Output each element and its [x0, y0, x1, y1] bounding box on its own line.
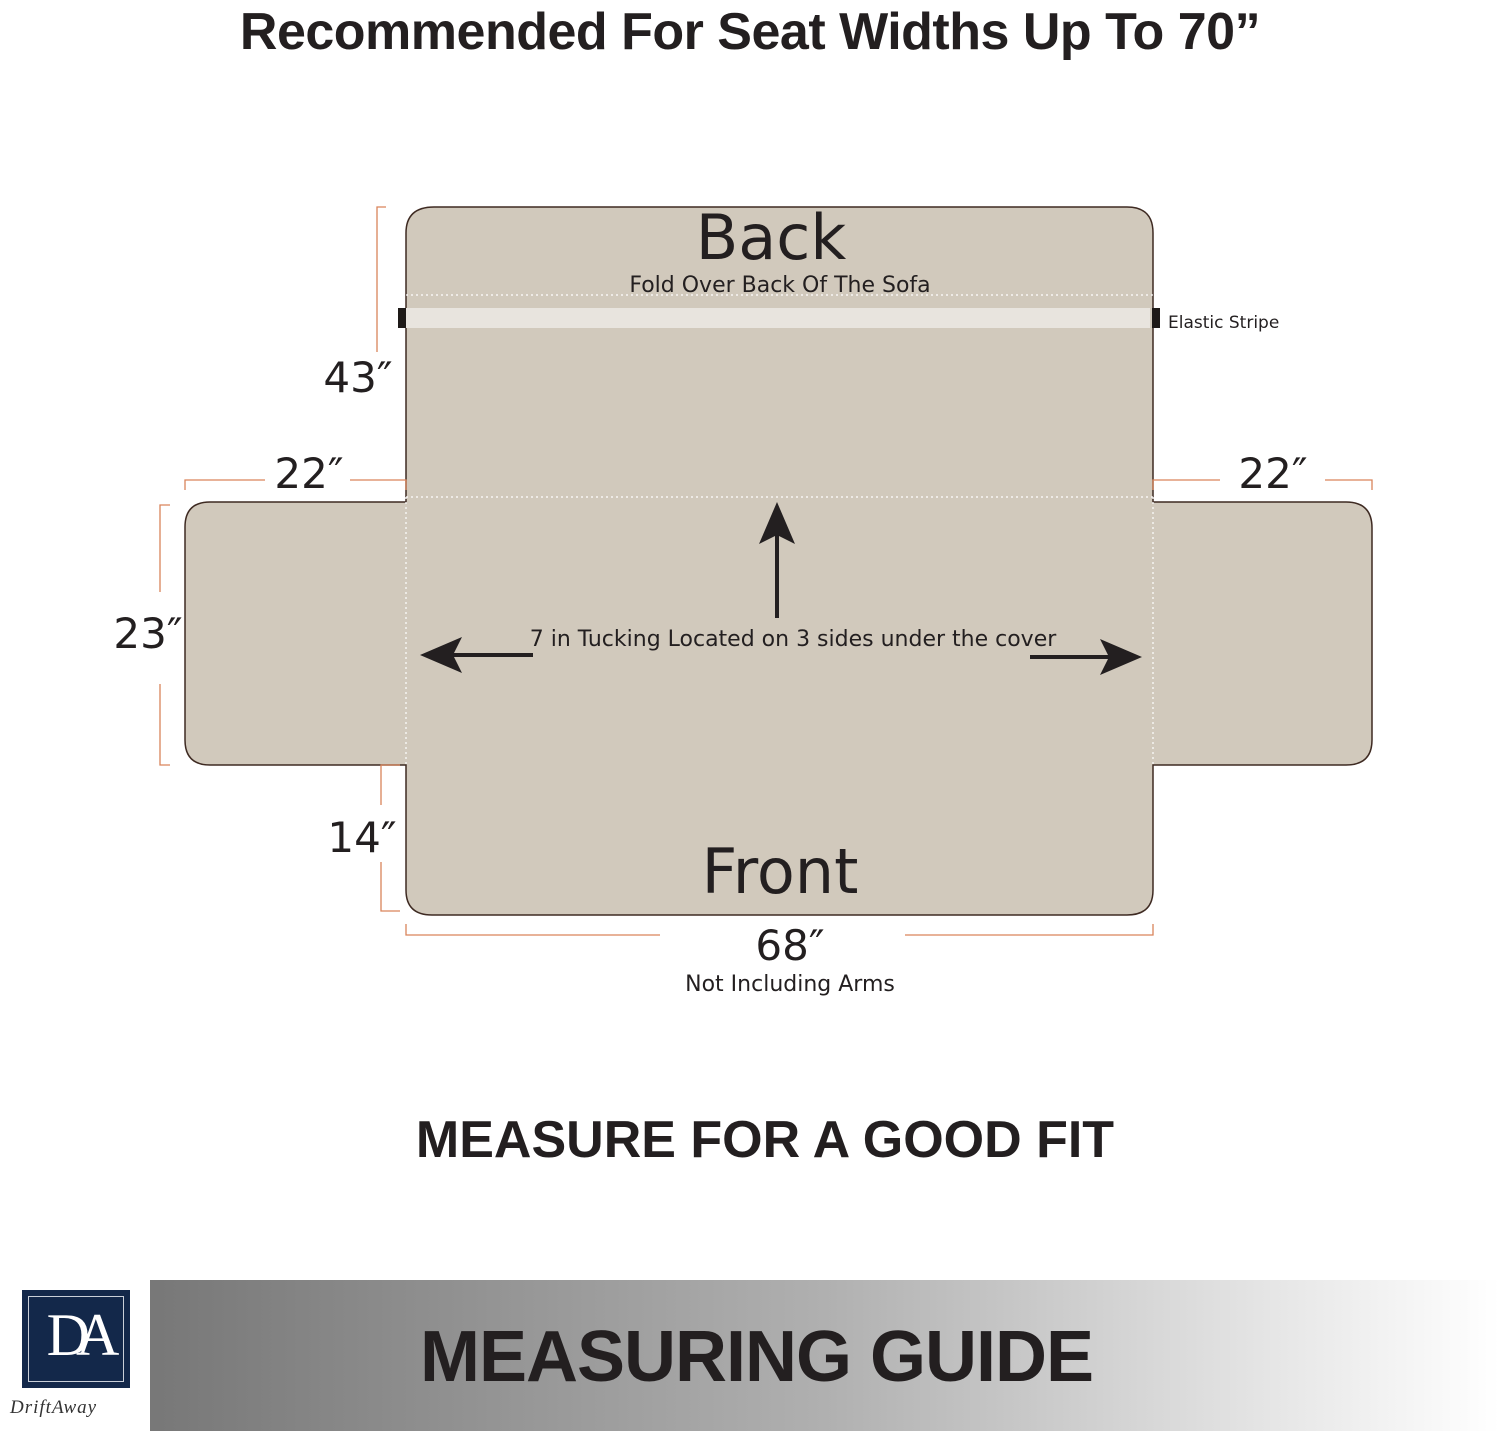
- dimension-right-arm-width: 22″: [1238, 449, 1307, 498]
- arrow-right: [1030, 639, 1142, 675]
- logo-emblem: DA: [22, 1290, 130, 1388]
- dimension-line-arm-height: [159, 504, 170, 766]
- page-title: Recommended For Seat Widths Up To 70”: [239, 3, 1261, 61]
- dimension-left-arm-width: 22″: [274, 449, 343, 498]
- dimension-line-seat-width: [405, 924, 1154, 936]
- arrow-left: [420, 637, 533, 673]
- tucking-label: 7 in Tucking Located on 3 sides under th…: [530, 627, 1058, 652]
- dimension-seat-width-note: Not Including Arms: [685, 972, 895, 997]
- footer-title: MEASURING GUIDE: [420, 1317, 1094, 1397]
- back-label: Back: [696, 201, 847, 274]
- dimension-seat-width: 68″: [755, 921, 824, 970]
- dimension-front-height: 14″: [327, 813, 396, 862]
- front-label: Front: [702, 835, 859, 908]
- dimension-arm-height: 23″: [113, 609, 182, 658]
- arrow-up: [759, 502, 795, 618]
- dimension-line-back-height: [376, 206, 386, 352]
- brand-logo: DA DriftAway: [0, 1280, 150, 1431]
- dimension-line-front-height: [380, 764, 400, 912]
- dimension-back-height: 43″: [323, 353, 392, 402]
- dimension-line-left-arm-width: [184, 479, 407, 490]
- elastic-stripe-end-right: [1152, 308, 1160, 328]
- logo-wordmark: DriftAway: [10, 1397, 98, 1418]
- sofa-cover-diagram: Back Fold Over Back Of The Sofa Elastic …: [113, 201, 1373, 997]
- elastic-label: Elastic Stripe: [1168, 313, 1279, 333]
- elastic-stripe-end-left: [398, 308, 406, 328]
- dimension-line-right-arm-width: [1152, 479, 1373, 490]
- fold-label: Fold Over Back Of The Sofa: [629, 273, 930, 298]
- elastic-stripe: [404, 308, 1150, 328]
- footer-banner: [0, 1280, 1500, 1431]
- measure-subheading: MEASURE FOR A GOOD FIT: [415, 1111, 1115, 1169]
- logo-monogram: DA: [46, 1302, 120, 1368]
